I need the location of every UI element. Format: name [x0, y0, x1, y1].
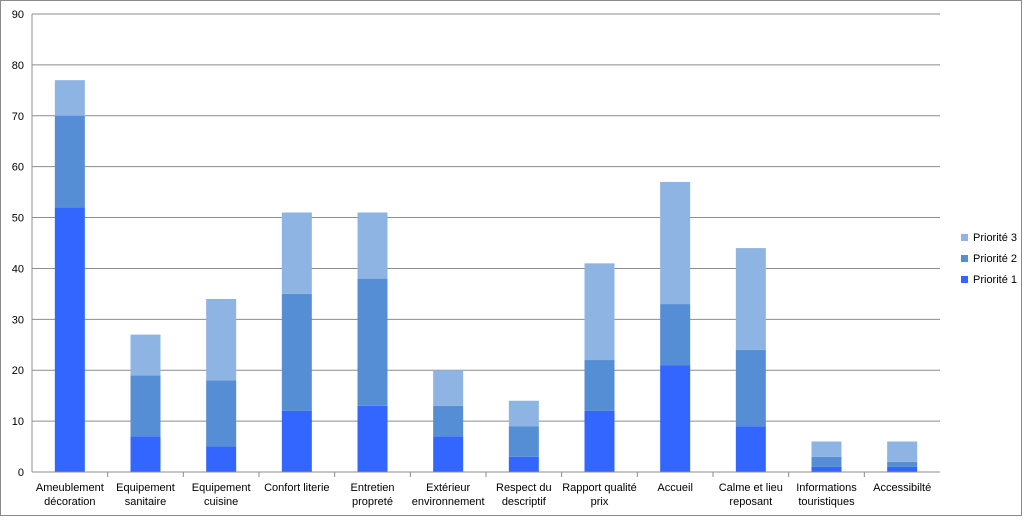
bar-segment: [508, 456, 539, 472]
y-tick-label: 40: [12, 263, 24, 275]
bar-segment: [735, 248, 766, 350]
category-label: Rapport qualité prix: [562, 482, 637, 508]
bar-segment: [433, 436, 464, 472]
bar-segment: [433, 370, 464, 406]
bar-segment: [735, 349, 766, 427]
bar-segment: [130, 375, 161, 437]
bar-segment: [735, 426, 766, 472]
y-tick-label: 70: [12, 111, 24, 123]
category-label: Entretien propreté: [350, 482, 394, 508]
bar-segment: [584, 410, 615, 472]
gridlines: [32, 13, 940, 473]
y-tick-label: 10: [12, 416, 24, 428]
category-label: Equipement cuisine: [192, 482, 251, 508]
bar-segment: [811, 466, 842, 472]
bar-segment: [508, 400, 539, 427]
bar-segment: [281, 410, 312, 472]
bar-segment: [660, 181, 691, 305]
bar-segment: [357, 405, 388, 472]
category-labels: Ameublement décoration Equipement sanitaire…: [36, 482, 931, 508]
legend-swatch: [961, 234, 968, 241]
category-label: Informations touristiques: [796, 482, 857, 508]
category-label: Extérieur environnement: [412, 482, 485, 508]
y-tick-label: 20: [12, 365, 24, 377]
bar-segment: [206, 380, 237, 447]
legend-label: Priorité 3: [973, 232, 1017, 244]
y-tick-label: 50: [12, 213, 24, 225]
bar-segment: [54, 207, 85, 472]
bar-segment: [206, 446, 237, 472]
category-label: Accueil: [657, 482, 692, 494]
bar-segment: [887, 441, 918, 462]
bar-segment: [811, 456, 842, 467]
bar-segment: [811, 441, 842, 457]
category-label: Ameublement décoration: [36, 482, 104, 508]
y-tick-label: 60: [12, 162, 24, 174]
bar-segment: [508, 426, 539, 457]
bar-segment: [660, 304, 691, 366]
bar-segment: [281, 212, 312, 294]
y-tick-label: 0: [18, 467, 24, 479]
bar-segment: [206, 298, 237, 381]
y-tick-label: 90: [12, 9, 24, 21]
legend-swatch: [961, 255, 968, 262]
y-tick-label: 80: [12, 60, 24, 72]
bars: [54, 80, 918, 472]
bar-segment: [54, 80, 85, 116]
legend-swatch: [961, 276, 968, 283]
y-tick-label: 30: [12, 314, 24, 326]
bar-segment: [887, 466, 918, 472]
bar-segment: [584, 263, 615, 361]
axes: 0 10 20 30 40 50 60 70 80 90: [12, 9, 940, 479]
category-label: Respect du descriptif: [496, 482, 552, 508]
bar-segment: [433, 405, 464, 437]
legend: Priorité 3 Priorité 2 Priorité 1: [961, 232, 1017, 286]
bar-segment: [130, 334, 161, 376]
bar-segment: [357, 212, 388, 279]
category-label: Calme et lieu reposant: [719, 482, 783, 508]
bar-segment: [660, 365, 691, 472]
bar-segment: [584, 360, 615, 411]
category-label: Confort literie: [264, 482, 329, 494]
legend-label: Priorité 1: [973, 274, 1017, 286]
bar-segment: [281, 293, 312, 411]
legend-label: Priorité 2: [973, 253, 1017, 265]
bar-segment: [130, 436, 161, 472]
category-label: Accessibilté: [873, 482, 931, 494]
bar-segment: [887, 461, 918, 467]
bar-segment: [357, 278, 388, 406]
bar-segment: [54, 115, 85, 208]
category-label: Equipement sanitaire: [116, 482, 175, 508]
